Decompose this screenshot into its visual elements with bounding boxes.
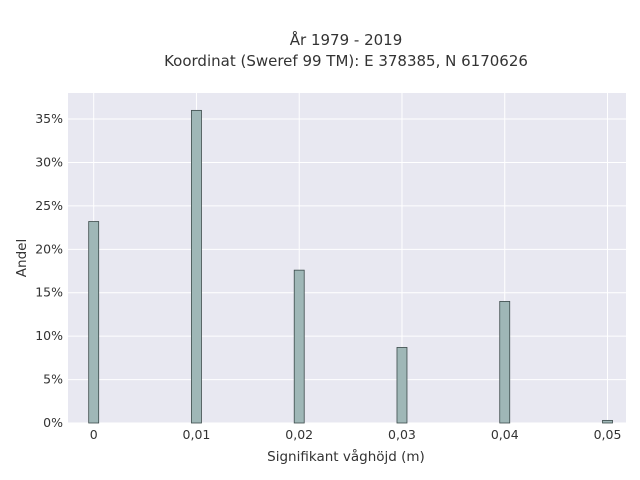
y-tick-label: 20%	[35, 241, 63, 256]
bar	[499, 301, 511, 424]
y-tick-label: 10%	[35, 328, 63, 343]
plot-area	[68, 93, 626, 423]
chart-title-line-2: Koordinat (Sweref 99 TM): E 378385, N 61…	[164, 52, 528, 70]
chart-title-line-1: År 1979 - 2019	[290, 30, 403, 49]
bar	[293, 269, 305, 424]
bar	[602, 419, 613, 424]
bars	[88, 109, 613, 424]
y-tick-label: 0%	[43, 415, 63, 430]
x-tick-label: 0,03	[388, 427, 416, 442]
y-axis-title: Andel	[14, 239, 30, 277]
x-tick-label: 0,05	[594, 427, 622, 442]
bar	[88, 221, 100, 424]
y-tick-label: 25%	[35, 198, 63, 213]
x-tick-label: 0,04	[491, 427, 519, 442]
y-tick-label: 35%	[35, 111, 63, 126]
y-tick-label: 30%	[35, 154, 63, 169]
bar	[396, 347, 408, 424]
x-axis-title: Signifikant våghöjd (m)	[267, 448, 425, 465]
x-tick-label: 0,01	[183, 427, 211, 442]
x-tick-label: 0,02	[285, 427, 313, 442]
x-axis-ticks: 0 0,01 0,02 0,03 0,04 0,05	[90, 427, 622, 442]
grid-lines	[68, 93, 626, 424]
x-tick-label: 0	[90, 427, 98, 442]
y-tick-label: 15%	[35, 285, 63, 300]
y-tick-label: 5%	[43, 372, 63, 387]
y-axis-ticks: 0% 5% 10% 15% 20% 25% 30% 35%	[35, 111, 63, 430]
bar	[191, 109, 202, 424]
